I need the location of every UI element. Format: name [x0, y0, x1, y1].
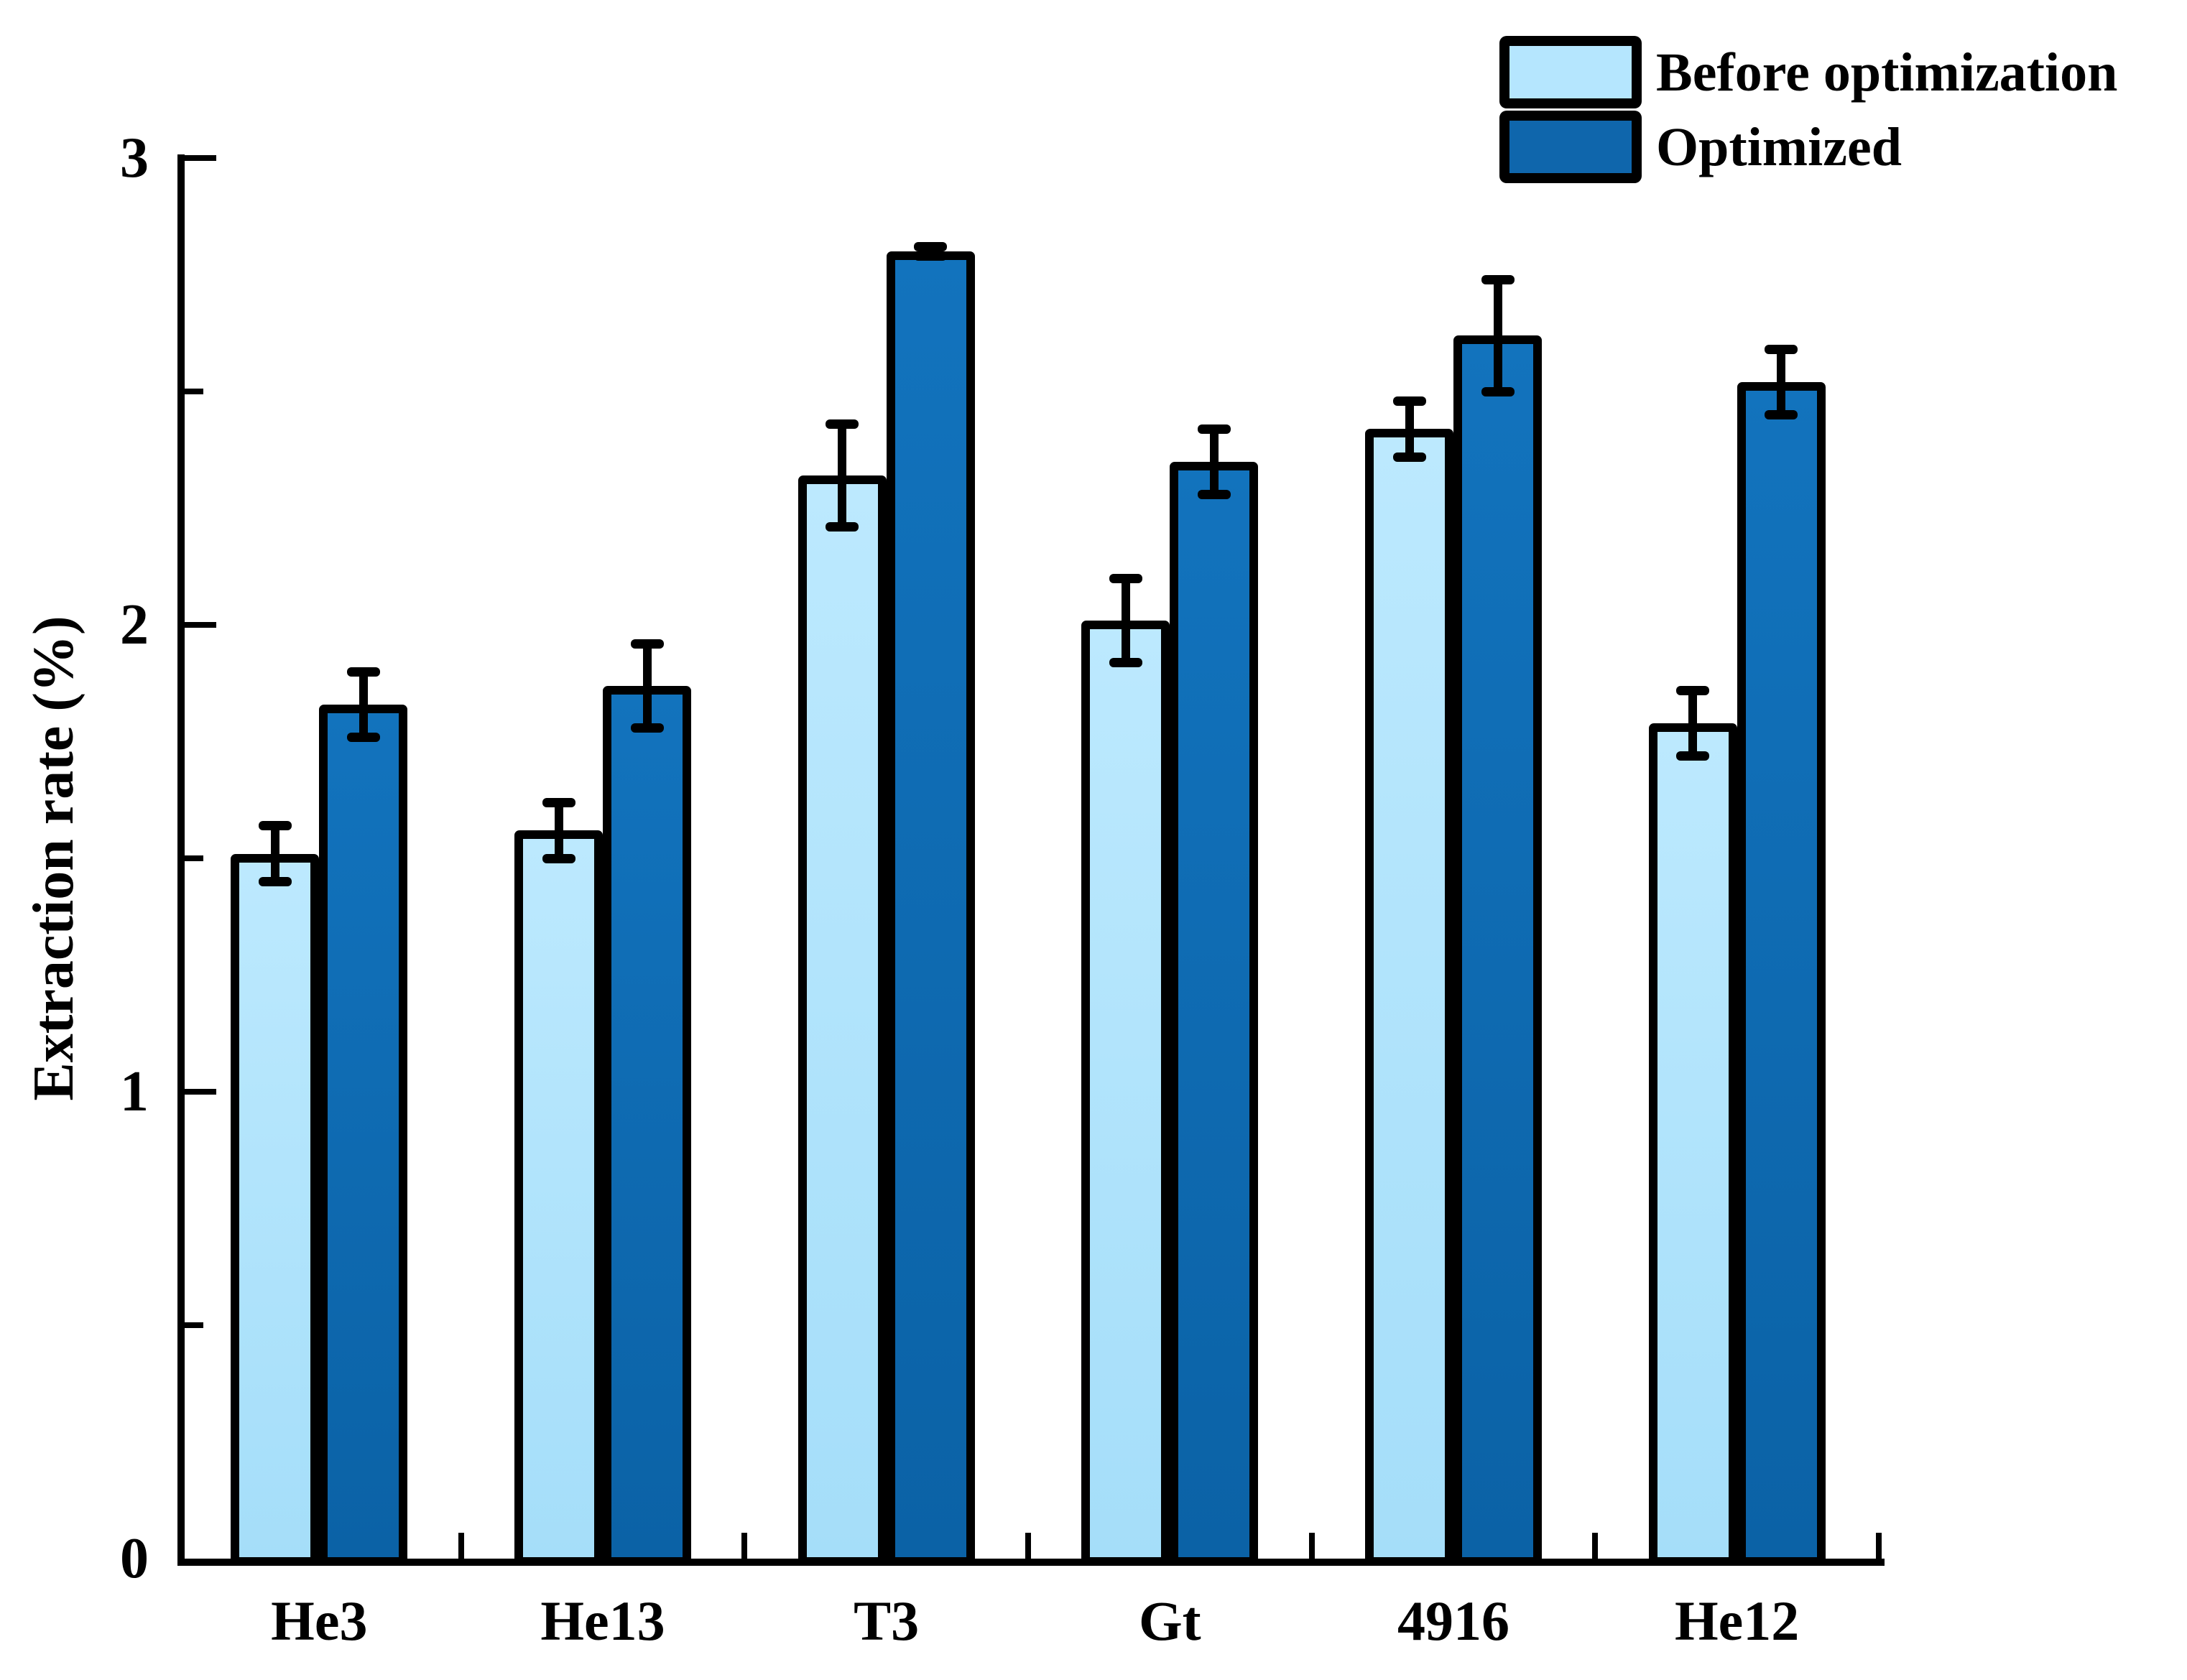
x-boundary-tick [1025, 1533, 1031, 1559]
x-category-label-Gt: Gt [1139, 1589, 1201, 1652]
bar-optimized-T3 [886, 251, 975, 1566]
error-bar-cap-bottom [914, 251, 948, 261]
x-boundary-tick [741, 1533, 748, 1559]
y-tick-label: 3 [120, 126, 149, 190]
bar-before-T3 [797, 475, 887, 1566]
error-bar-whisker [838, 424, 847, 527]
error-bar-cap-top [630, 639, 664, 649]
error-bar-cap-top [1481, 274, 1515, 284]
y-major-tick [185, 155, 216, 161]
error-bar-cap-top [258, 821, 292, 830]
error-bar-whisker [1121, 578, 1130, 662]
y-major-tick [185, 1089, 216, 1095]
y-major-tick [185, 622, 216, 628]
bar-before-He3 [231, 853, 320, 1566]
error-bar-cap-top [914, 242, 948, 251]
error-bar-cap-bottom [1481, 386, 1515, 396]
bar-before-4916 [1365, 429, 1453, 1566]
error-bar-cap-top [1109, 573, 1142, 583]
error-bar-whisker [1688, 690, 1698, 756]
bar-optimized-He12 [1737, 382, 1826, 1566]
error-bar-cap-top [826, 419, 859, 429]
legend-label-optimized: Optimized [1656, 116, 1902, 177]
error-bar-whisker [1405, 401, 1414, 457]
bar-before-Gt [1081, 620, 1170, 1566]
bar-before-He12 [1648, 723, 1737, 1566]
y-tick-label: 1 [120, 1060, 149, 1123]
error-bar-cap-top [1676, 685, 1710, 695]
error-bar-cap-top [1765, 345, 1798, 354]
legend-label-before: Before optimization [1656, 42, 2118, 103]
error-bar-cap-top [542, 797, 575, 807]
y-tick-label: 2 [120, 593, 149, 656]
x-category-label-He12: He12 [1675, 1589, 1800, 1652]
y-axis-label: Extraction rate (%) [22, 616, 85, 1101]
error-bar-cap-bottom [1109, 657, 1142, 667]
x-boundary-tick [1308, 1533, 1315, 1559]
y-axis-line [177, 154, 185, 1566]
error-bar-whisker [270, 825, 279, 882]
error-bar-cap-bottom [1765, 410, 1798, 419]
error-bar-cap-bottom [1392, 452, 1426, 462]
error-bar-whisker [359, 672, 368, 737]
bar-optimized-He3 [319, 704, 408, 1566]
error-bar-cap-top [1197, 424, 1231, 434]
y-minor-tick [185, 855, 203, 861]
error-bar-cap-top [1392, 396, 1426, 406]
x-boundary-tick [1876, 1533, 1882, 1559]
error-bar-cap-bottom [630, 723, 664, 733]
error-bar-cap-bottom [1197, 489, 1231, 499]
x-boundary-tick [458, 1533, 464, 1559]
error-bar-cap-bottom [258, 877, 292, 886]
x-category-label-T3: T3 [854, 1589, 920, 1652]
legend-swatch-optimized [1499, 111, 1642, 183]
error-bar-cap-bottom [1676, 751, 1710, 761]
x-category-label-He13: He13 [540, 1589, 665, 1652]
error-bar-cap-bottom [346, 732, 380, 742]
error-bar-cap-bottom [826, 522, 859, 532]
error-bar-whisker [554, 802, 563, 858]
legend-swatch-before [1499, 36, 1642, 108]
error-bar-cap-bottom [542, 853, 575, 863]
bar-optimized-Gt [1170, 461, 1259, 1566]
x-boundary-tick [1592, 1533, 1599, 1559]
x-axis-line [177, 1559, 1885, 1566]
error-bar-whisker [1493, 279, 1502, 391]
y-tick-label: 0 [120, 1527, 149, 1590]
bar-before-He13 [514, 830, 603, 1566]
error-bar-whisker [1209, 429, 1219, 494]
y-minor-tick [185, 1322, 203, 1328]
x-category-label-He3: He3 [271, 1589, 368, 1652]
error-bar-whisker [1777, 349, 1786, 415]
error-bar-cap-top [346, 667, 380, 677]
bar-optimized-4916 [1453, 335, 1542, 1566]
x-category-label-4916: 4916 [1397, 1589, 1509, 1652]
bar-optimized-He13 [603, 685, 691, 1566]
error-bar-whisker [642, 644, 652, 728]
y-minor-tick [185, 389, 203, 394]
